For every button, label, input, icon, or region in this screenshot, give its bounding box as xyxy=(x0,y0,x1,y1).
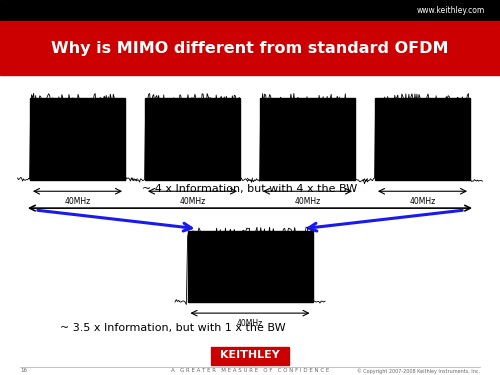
Bar xyxy=(211,346,289,364)
Bar xyxy=(260,98,355,180)
Text: 40MHz: 40MHz xyxy=(64,197,90,206)
Text: 40MHz: 40MHz xyxy=(237,319,263,328)
Bar xyxy=(145,98,240,180)
Text: KEITHLEY: KEITHLEY xyxy=(220,351,280,360)
Text: 16: 16 xyxy=(20,368,27,374)
Bar xyxy=(30,98,125,180)
Bar xyxy=(0,21,500,75)
Text: ~ 3.5 x Information, but with 1 x the BW: ~ 3.5 x Information, but with 1 x the BW xyxy=(60,322,286,333)
Text: Why is MIMO different from standard OFDM: Why is MIMO different from standard OFDM xyxy=(52,40,449,56)
Text: www.keithley.com: www.keithley.com xyxy=(417,6,485,15)
Text: 40MHz: 40MHz xyxy=(180,197,206,206)
Text: © Copyright 2007-2008 Keithley Instruments, Inc.: © Copyright 2007-2008 Keithley Instrumen… xyxy=(357,368,480,374)
Bar xyxy=(375,98,470,180)
Bar xyxy=(188,231,312,302)
Text: 40MHz: 40MHz xyxy=(294,197,320,206)
Text: 40MHz: 40MHz xyxy=(410,197,436,206)
Bar xyxy=(0,0,500,21)
Text: A   G R E A T E R   M E A S U R E   O F   C O N F I D E N C E: A G R E A T E R M E A S U R E O F C O N … xyxy=(171,368,329,374)
Text: ~ 4 x Information, but with 4 x the BW: ~ 4 x Information, but with 4 x the BW xyxy=(142,184,358,194)
